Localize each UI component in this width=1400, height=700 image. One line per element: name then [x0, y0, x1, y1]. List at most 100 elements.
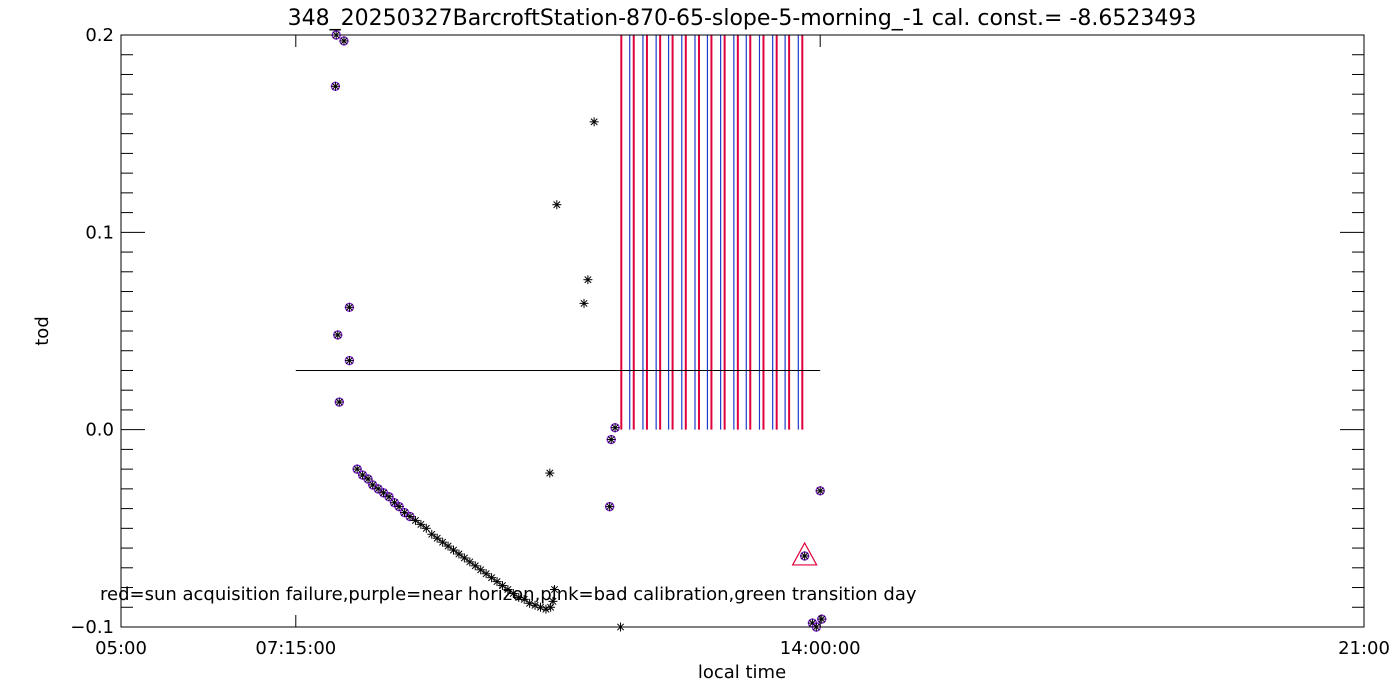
asterisk-stroke: [455, 550, 463, 558]
data-point: [481, 569, 491, 579]
asterisk-stroke: [369, 481, 377, 489]
data-point: [497, 581, 507, 591]
data-point: [545, 468, 555, 478]
asterisk-stroke: [374, 485, 382, 493]
data-point: [330, 81, 340, 91]
data-point: [410, 515, 420, 525]
data-point: [610, 423, 620, 433]
asterisk-stroke: [550, 585, 559, 594]
asterisk-stroke: [345, 357, 353, 365]
asterisk-stroke: [380, 489, 388, 497]
asterisk-stroke: [439, 538, 447, 546]
highlight-marker-layer: [791, 541, 818, 566]
asterisk-stroke: [580, 299, 588, 307]
asterisk-stroke: [390, 499, 399, 507]
data-point: [492, 577, 502, 587]
flag-bars: [620, 35, 804, 430]
asterisk-stroke: [449, 546, 458, 554]
data-point: [421, 523, 431, 533]
asterisk-stroke: [549, 597, 557, 605]
data-point: [405, 511, 415, 521]
data-point: [470, 561, 480, 571]
x-axis-ticks: 05:00 07:15:00 14:00:00 21:00: [95, 35, 1390, 659]
asterisk-stroke: [466, 558, 474, 566]
asterisk-stroke: [504, 585, 512, 594]
data-point: [432, 533, 442, 543]
data-point: [487, 573, 497, 583]
chart-title: 348_20250327BarcroftStation-870-65-slope…: [288, 6, 1197, 31]
asterisk-stroke: [417, 520, 425, 528]
data-point: [449, 545, 459, 555]
y-tick-label: 0.1: [85, 222, 114, 243]
asterisk-stroke: [546, 469, 554, 477]
data-point: [389, 498, 399, 508]
asterisk-stroke: [553, 201, 561, 209]
data-point: [552, 200, 562, 210]
asterisk-stroke: [428, 530, 436, 538]
asterisk-stroke: [808, 619, 816, 627]
asterisk-stroke: [515, 593, 523, 601]
data-point: [606, 435, 616, 445]
y-axis-ticks: 0.2 0.1 0.0 −0.1: [70, 25, 1364, 638]
data-point: [476, 565, 486, 575]
data-point: [334, 397, 344, 407]
y-tick-label: 0.2: [85, 25, 114, 46]
asterisk-stroke: [606, 503, 614, 511]
data-point: [384, 492, 394, 502]
asterisk-stroke: [611, 424, 619, 432]
data-point: [589, 117, 599, 127]
data-point: [339, 36, 349, 46]
x-tick-label: 07:15:00: [255, 638, 336, 659]
data-point: [427, 529, 437, 539]
data-point: [438, 537, 448, 547]
data-point: [508, 588, 518, 598]
asterisk-stroke: [460, 554, 468, 562]
asterisk-stroke: [816, 487, 824, 495]
asterisk-stroke: [444, 542, 452, 550]
asterisk-stroke: [353, 465, 361, 473]
asterisk-stroke: [385, 493, 393, 501]
data-point: [333, 330, 343, 340]
y-tick-label: −0.1: [70, 617, 114, 638]
legend-annotation: red=sun acquisition failure,purple=near …: [100, 584, 917, 605]
data-point: [363, 474, 373, 484]
asterisk-stroke: [401, 508, 409, 517]
data-point: [454, 549, 464, 559]
data-point: [583, 275, 593, 285]
highlight-triangle: [791, 541, 818, 566]
asterisk-stroke: [584, 276, 592, 284]
data-point: [605, 502, 615, 512]
asterisk-stroke: [526, 599, 534, 607]
plot-frame: [120, 34, 1365, 628]
asterisk-stroke: [536, 603, 545, 611]
asterisk-stroke: [340, 37, 348, 45]
data-point: [459, 553, 469, 563]
asterisk-stroke: [334, 331, 342, 339]
data-point: [548, 596, 558, 606]
data-point: [344, 356, 354, 366]
data-point: [416, 519, 426, 529]
data-point: [443, 541, 453, 551]
asterisk-stroke: [359, 471, 367, 479]
asterisk-stroke: [801, 552, 809, 560]
asterisk-stroke: [395, 503, 403, 511]
asterisk-stroke: [331, 82, 339, 90]
data-points: [330, 30, 827, 632]
data-point: [519, 594, 529, 604]
x-tick-label: 14:00:00: [780, 638, 861, 659]
asterisk-stroke: [482, 570, 490, 578]
data-point: [549, 585, 559, 595]
asterisk-stroke: [471, 562, 479, 570]
asterisk-stroke: [411, 516, 419, 524]
data-point: [817, 614, 827, 624]
asterisk-stroke: [364, 475, 372, 483]
data-point: [800, 551, 810, 561]
asterisk-stroke: [345, 303, 353, 311]
asterisk-stroke: [433, 534, 441, 542]
data-point: [514, 592, 524, 602]
asterisk-stroke: [509, 589, 517, 598]
data-point: [579, 298, 589, 308]
asterisk-stroke: [531, 601, 539, 609]
data-point: [394, 502, 404, 512]
